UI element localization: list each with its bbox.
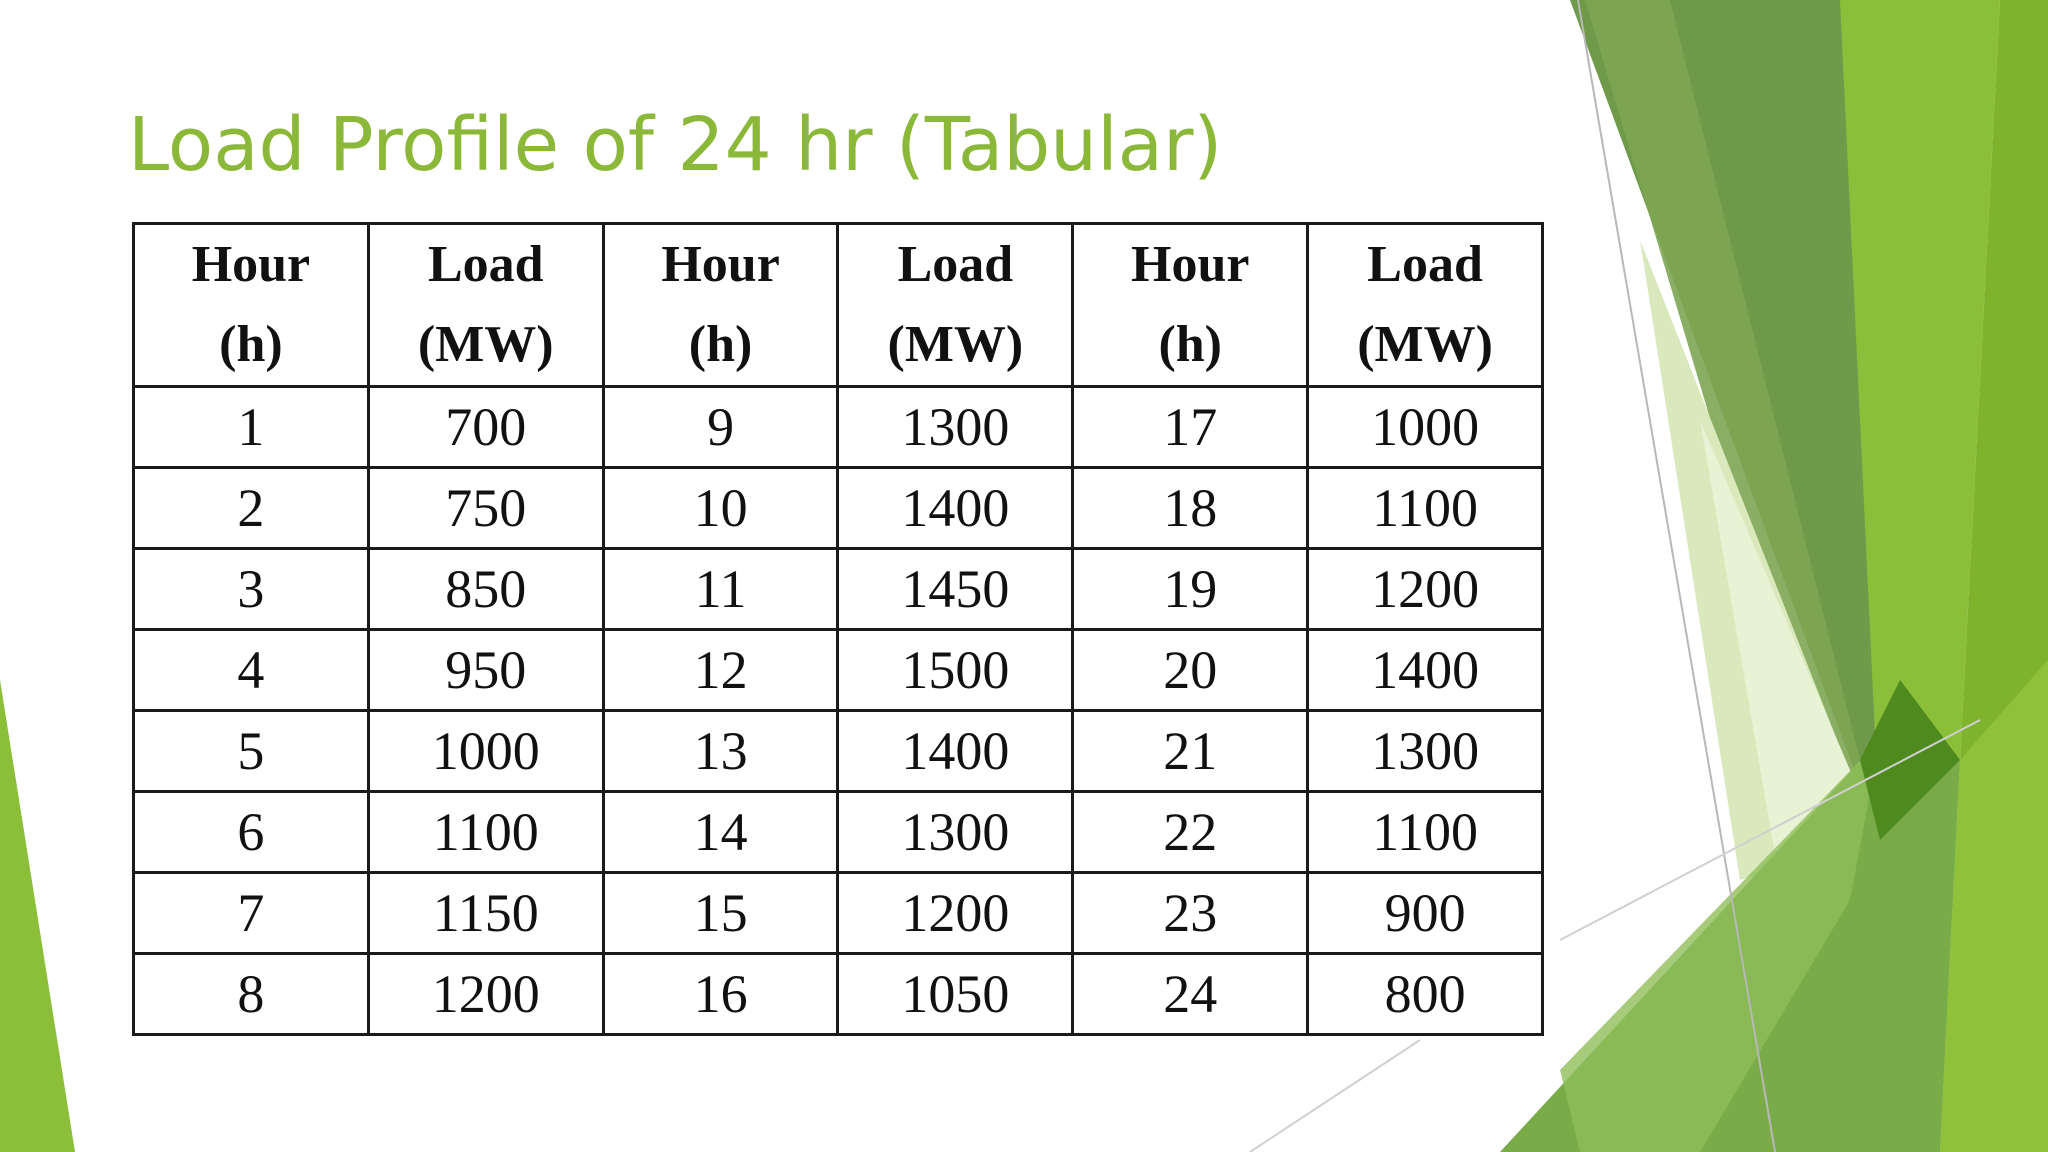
table-cell: 8 <box>132 952 370 1036</box>
table-cell: 1050 <box>836 952 1075 1036</box>
thin-line-1 <box>1577 0 1776 1152</box>
table-cell: 700 <box>366 385 605 469</box>
facet-lower-right <box>1940 660 2048 1152</box>
header-unit: (MW) <box>887 316 1024 373</box>
table-cell: 18 <box>1071 466 1310 550</box>
table-cell: 750 <box>366 466 605 550</box>
table-cell: 15 <box>601 871 840 955</box>
header-hour-3: Hour (h) <box>1071 222 1310 388</box>
header-load-3: Load (MW) <box>1306 222 1544 388</box>
thin-line-3 <box>1249 1039 1421 1152</box>
table-cell: 3 <box>132 547 370 631</box>
thin-line-2 <box>1559 719 1981 941</box>
header-label: Hour <box>191 236 311 293</box>
table-row: 8 1200 16 1050 24 800 <box>132 952 1544 1036</box>
header-label: Hour <box>661 236 780 293</box>
table-cell: 850 <box>366 547 605 631</box>
table-row: 2 750 10 1400 18 1100 <box>132 466 1544 550</box>
table-cell: 1450 <box>836 547 1075 631</box>
table-cell: 1400 <box>836 709 1075 793</box>
table-cell: 10 <box>601 466 840 550</box>
table-cell: 1300 <box>836 385 1075 469</box>
table-row: 5 1000 13 1400 21 1300 <box>132 709 1544 793</box>
header-unit: (h) <box>688 316 753 373</box>
table-row: 4 950 12 1500 20 1400 <box>132 628 1544 712</box>
header-label: Load <box>1367 236 1483 293</box>
table-cell: 950 <box>366 628 605 712</box>
header-load-1: Load (MW) <box>366 222 605 388</box>
facet-left <box>0 680 75 1152</box>
table-cell: 11 <box>601 547 840 631</box>
table-cell: 1300 <box>836 790 1075 874</box>
table-cell: 1000 <box>366 709 605 793</box>
table-cell: 7 <box>132 871 370 955</box>
facet-bottom-light <box>1560 740 1880 1152</box>
table-cell: 17 <box>1071 385 1310 469</box>
table-cell: 1500 <box>836 628 1075 712</box>
table-cell: 1100 <box>1306 790 1544 874</box>
table-cell: 1 <box>132 385 370 469</box>
table-row: 3 850 11 1450 19 1200 <box>132 547 1544 631</box>
table-cell: 1000 <box>1306 385 1544 469</box>
load-profile-table: Hour (h) Load (MW) Hour (h) Load (MW) Hour (h… <box>132 222 1544 1036</box>
table-cell: 1100 <box>1306 466 1544 550</box>
table-cell: 1400 <box>836 466 1075 550</box>
table-cell: 22 <box>1071 790 1310 874</box>
table-cell: 23 <box>1071 871 1310 955</box>
table-row: 7 1150 15 1200 23 900 <box>132 871 1544 955</box>
table-cell: 1200 <box>366 952 605 1036</box>
header-unit: (MW) <box>1357 316 1493 373</box>
table-cell: 1200 <box>1306 547 1544 631</box>
table-cell: 1300 <box>1306 709 1544 793</box>
table-cell: 14 <box>601 790 840 874</box>
facet-olive <box>1585 0 1880 840</box>
table-cell: 21 <box>1071 709 1310 793</box>
header-hour-2: Hour (h) <box>601 222 840 388</box>
table-cell: 2 <box>132 466 370 550</box>
table-row: 1 700 9 1300 17 1000 <box>132 385 1544 469</box>
table-cell: 16 <box>601 952 840 1036</box>
table-cell: 900 <box>1306 871 1544 955</box>
header-label: Load <box>427 236 544 293</box>
header-unit: (MW) <box>417 316 554 373</box>
table-cell: 1400 <box>1306 628 1544 712</box>
table-cell: 800 <box>1306 952 1544 1036</box>
table-header-row: Hour (h) Load (MW) Hour (h) Load (MW) Hour (h… <box>132 222 1544 388</box>
slide-title: Load Profile of 24 hr (Tabular) <box>128 102 1223 188</box>
table-cell: 1200 <box>836 871 1075 955</box>
table-cell: 6 <box>132 790 370 874</box>
table-cell: 5 <box>132 709 370 793</box>
header-unit: (h) <box>219 316 283 373</box>
facet-deep <box>1860 680 1960 840</box>
table-cell: 20 <box>1071 628 1310 712</box>
facet-bright-right <box>1840 0 2000 840</box>
table-row: 6 1100 14 1300 22 1100 <box>132 790 1544 874</box>
table-cell: 13 <box>601 709 840 793</box>
header-hour-1: Hour (h) <box>132 222 370 388</box>
table-cell: 1100 <box>366 790 605 874</box>
table-cell: 4 <box>132 628 370 712</box>
header-unit: (h) <box>1158 316 1222 373</box>
table-cell: 12 <box>601 628 840 712</box>
table-cell: 24 <box>1071 952 1310 1036</box>
header-label: Load <box>897 236 1014 293</box>
header-load-2: Load (MW) <box>836 222 1075 388</box>
table-cell: 19 <box>1071 547 1310 631</box>
header-label: Hour <box>1131 236 1250 293</box>
table-cell: 9 <box>601 385 840 469</box>
table-cell: 1150 <box>366 871 605 955</box>
